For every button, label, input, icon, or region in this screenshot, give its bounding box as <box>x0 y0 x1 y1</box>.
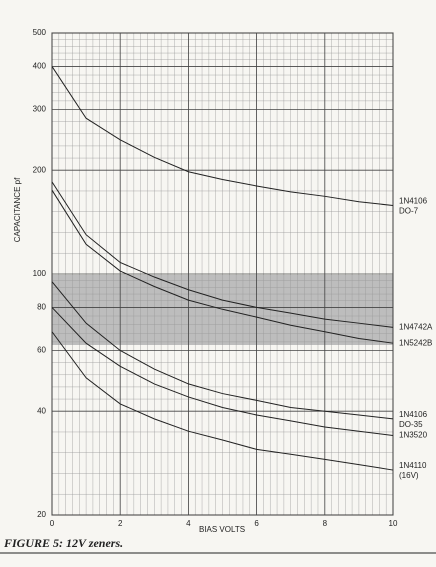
series-label: 1N4742A <box>399 323 433 332</box>
x-tick-label: 4 <box>186 519 191 528</box>
y-tick-label: 200 <box>33 165 47 174</box>
x-tick-label: 2 <box>118 519 123 528</box>
y-tick-label: 100 <box>33 269 47 278</box>
series-line <box>51 181 394 328</box>
series-line <box>51 331 394 471</box>
x-tick-label: 0 <box>50 519 55 528</box>
caption: FIGURE 5: 12V zeners. <box>3 536 123 550</box>
x-tick-label: 6 <box>254 519 259 528</box>
series-label: 1N3520 <box>399 431 428 440</box>
x-axis-label: BIAS VOLTS <box>199 525 245 534</box>
y-tick-label: 80 <box>37 303 46 312</box>
series-label: 1N4106 DO-35 <box>399 410 428 429</box>
series-line <box>51 307 394 437</box>
y-tick-label: 300 <box>33 105 47 114</box>
series-label: 1N4110 (16V) <box>399 461 427 480</box>
series-line <box>51 281 394 420</box>
y-tick-label: 400 <box>33 62 47 71</box>
series-label: 1N5242B <box>399 338 432 347</box>
x-tick-label: 8 <box>323 519 328 528</box>
series-line <box>51 66 394 207</box>
series-line <box>51 189 394 344</box>
y-tick-label: 40 <box>37 406 46 415</box>
x-tick-label: 10 <box>389 519 398 528</box>
y-tick-label: 500 <box>33 28 47 37</box>
y-tick-label: 20 <box>37 510 46 519</box>
y-tick-label: 60 <box>37 346 46 355</box>
y-axis-label: CAPACITANCE pf <box>13 177 22 242</box>
series-label: 1N4106 DO-7 <box>399 197 428 216</box>
